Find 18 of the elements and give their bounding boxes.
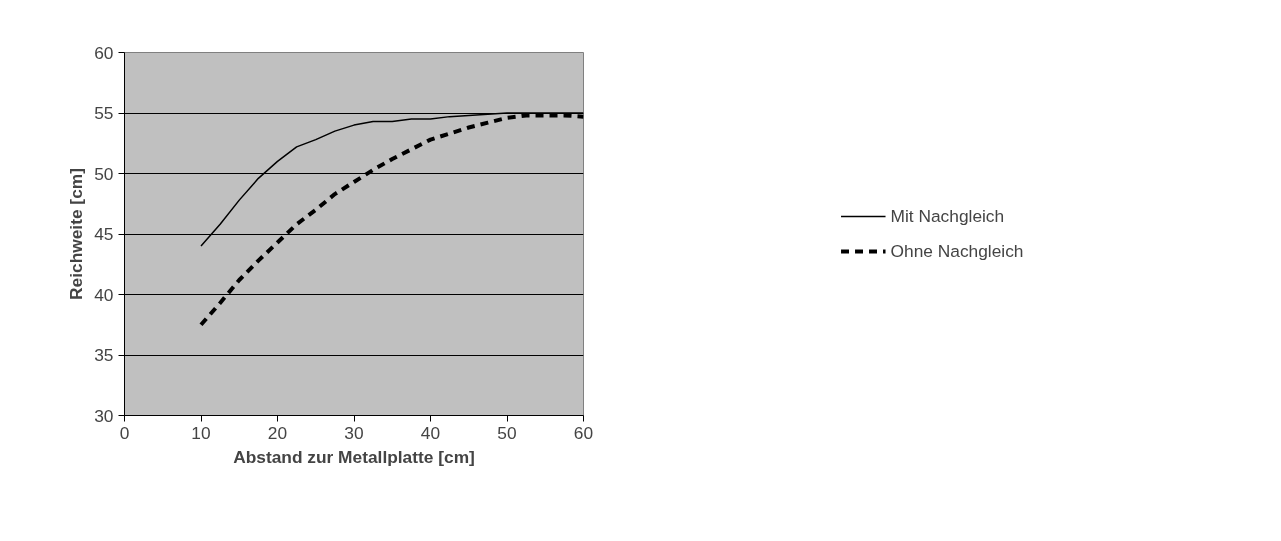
legend-label: Ohne Nachgleich [890,240,1024,262]
x-tick-label: 50 [497,422,517,443]
x-tick-label: 0 [119,422,130,443]
y-tick-label: 45 [94,224,114,244]
legend-label: Mit Nachgleich [890,205,1005,227]
x-tick-label: 30 [344,422,364,443]
y-tick-label: 60 [94,42,114,63]
y-tick-label: 30 [94,405,114,426]
x-tick-label: 20 [267,422,288,443]
y-axis-title: Reichweite [cm] [66,168,87,300]
y-tick-label: 50 [94,163,114,184]
y-tick-label: 35 [94,345,114,365]
x-tick-label: 40 [420,422,441,443]
y-tick-label: 40 [94,284,114,305]
x-tick-label: 10 [191,422,211,443]
y-tick-label: 55 [94,103,114,123]
x-tick-label: 60 [573,422,594,443]
x-axis-title: Abstand zur Metallplatte [cm] [233,446,475,467]
